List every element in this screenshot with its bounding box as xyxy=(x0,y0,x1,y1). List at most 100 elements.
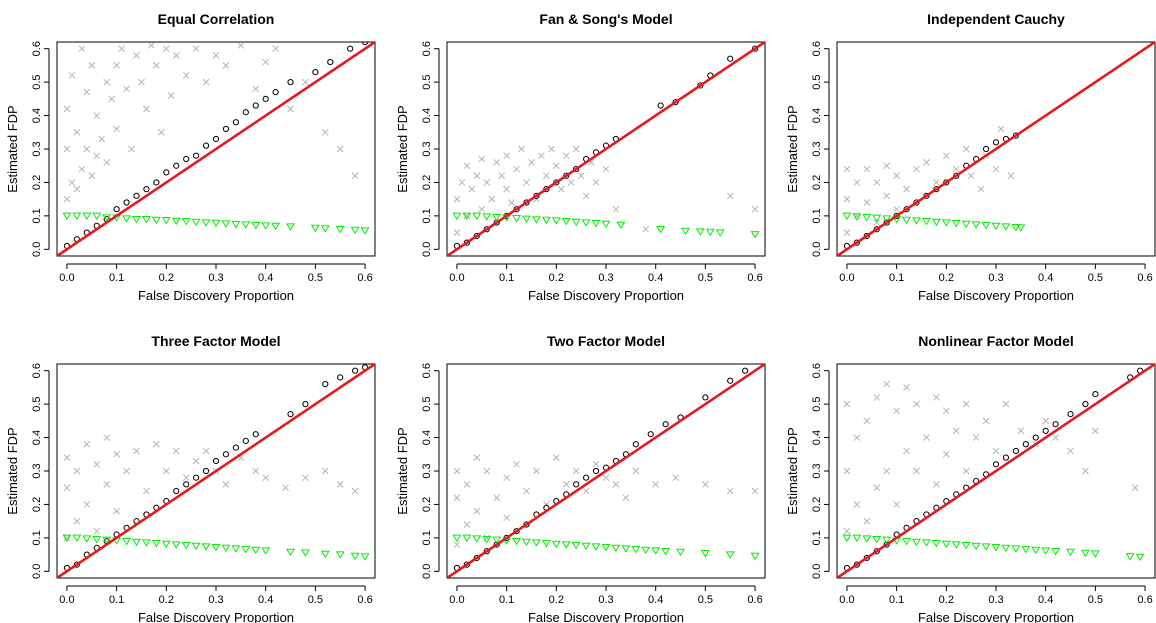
circle-point xyxy=(992,461,1000,468)
cross-point xyxy=(552,162,560,170)
triangle-point xyxy=(695,228,705,236)
triangle-point xyxy=(1011,224,1021,232)
triangle-point xyxy=(221,544,231,553)
cross-point xyxy=(453,494,461,502)
triangle-point xyxy=(591,543,601,551)
x-tick-label: 0.4 xyxy=(1038,594,1053,606)
cross-point xyxy=(157,128,165,136)
x-tick-label: 0.0 xyxy=(839,594,854,606)
triangle-point xyxy=(251,546,261,555)
triangle-point xyxy=(151,540,161,548)
cross-point xyxy=(113,450,120,458)
cross-point xyxy=(982,417,990,425)
cross-point xyxy=(863,165,871,173)
cross-point xyxy=(83,440,91,448)
triangle-point xyxy=(300,549,310,557)
x-tick-label: 0.1 xyxy=(109,594,124,606)
circle-point xyxy=(883,541,890,548)
x-tick-label: 0.2 xyxy=(549,272,564,284)
triangle-point xyxy=(310,224,320,233)
triangle-point xyxy=(551,540,561,549)
cross-point xyxy=(843,400,851,408)
triangle-point xyxy=(571,218,581,227)
cross-point xyxy=(453,229,461,236)
panel-title: Fan & Song's Model xyxy=(539,11,672,27)
circle-point xyxy=(123,199,130,206)
circle-point xyxy=(312,68,319,76)
cross-point xyxy=(533,467,540,475)
triangle-point xyxy=(912,538,921,547)
cross-point xyxy=(523,487,530,495)
x-tick-label: 0.2 xyxy=(549,594,564,606)
triangle-point xyxy=(700,550,710,558)
triangle-point xyxy=(161,540,171,549)
circle-point xyxy=(302,401,309,408)
x-tick-label: 0.3 xyxy=(208,594,223,606)
circle-point xyxy=(573,165,580,173)
cross-point xyxy=(567,179,575,186)
plot-data xyxy=(447,364,765,578)
triangle-point xyxy=(1051,548,1061,556)
triangle-point xyxy=(92,212,102,221)
cross-point xyxy=(933,179,940,186)
cross-point xyxy=(923,159,930,166)
triangle-point xyxy=(82,212,92,221)
panel-nonlinear-factor-model: Nonlinear Factor Model False Discovery Pr… xyxy=(785,333,1156,623)
circle-point xyxy=(361,42,369,46)
x-tick-label: 0.4 xyxy=(648,272,663,284)
cross-point xyxy=(336,481,344,488)
cross-point xyxy=(903,384,910,391)
triangle-point xyxy=(541,540,551,548)
circle-point xyxy=(212,135,220,143)
y-tick-label: 0.5 xyxy=(31,74,43,89)
cross-point xyxy=(602,474,610,482)
circle-point xyxy=(632,441,639,448)
cross-point xyxy=(98,135,106,143)
cross-point xyxy=(143,487,150,495)
cross-point xyxy=(538,152,545,160)
triangle-point xyxy=(482,213,492,221)
triangle-point xyxy=(261,222,271,230)
triangle-point xyxy=(141,216,151,224)
cross-point xyxy=(463,212,471,220)
circle-point xyxy=(473,554,480,562)
y-tick-label: 0.2 xyxy=(421,175,433,190)
triangle-point xyxy=(320,225,330,233)
triangle-point xyxy=(676,548,686,557)
y-axis-label: Estimated FDP xyxy=(395,105,410,192)
cross-point xyxy=(453,541,461,548)
plot-frame xyxy=(446,363,766,579)
triangle-point xyxy=(971,542,981,551)
cross-point xyxy=(108,95,116,103)
cross-point xyxy=(503,185,510,193)
cross-point xyxy=(262,474,270,482)
triangle-point xyxy=(725,551,735,559)
cross-point xyxy=(153,440,160,448)
circle-point xyxy=(193,474,200,481)
cross-point xyxy=(962,467,970,475)
circle-point xyxy=(222,125,230,133)
triangle-point xyxy=(581,219,591,227)
triangle-point xyxy=(715,229,725,237)
triangle-point xyxy=(72,534,82,543)
cross-point xyxy=(883,380,891,388)
triangle-point xyxy=(261,547,271,555)
cross-point xyxy=(602,165,610,173)
triangle-point xyxy=(571,542,581,550)
circle-point xyxy=(212,457,220,465)
circle-point xyxy=(242,437,249,445)
x-tick-label: 0.6 xyxy=(357,272,372,284)
circle-point xyxy=(327,58,334,66)
y-tick-label: 0.2 xyxy=(811,175,823,190)
circle-point xyxy=(73,561,80,568)
cross-point xyxy=(873,394,881,401)
x-tick-label: 0.0 xyxy=(449,272,464,284)
triangle-point xyxy=(1016,224,1026,232)
cross-point xyxy=(63,105,71,113)
cross-point xyxy=(883,162,891,170)
circle-point xyxy=(337,374,344,381)
circle-point xyxy=(173,162,180,169)
reference-line-y-equals-x xyxy=(837,42,1155,256)
circle-point xyxy=(287,411,294,418)
